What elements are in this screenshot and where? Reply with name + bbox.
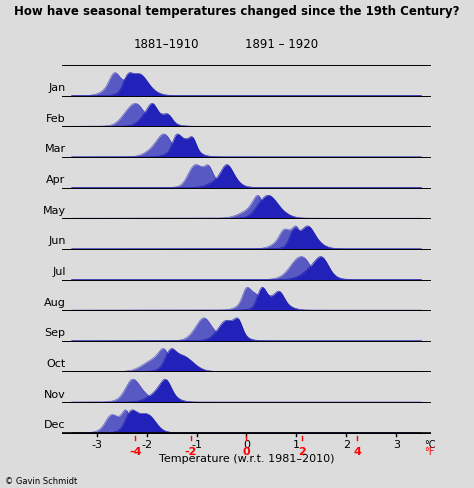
Text: Sep: Sep — [45, 328, 65, 338]
Text: Nov: Nov — [44, 390, 65, 400]
Text: Mar: Mar — [45, 144, 65, 155]
Text: Apr: Apr — [46, 175, 65, 185]
Text: 2: 2 — [298, 447, 306, 457]
Text: 2: 2 — [343, 440, 350, 449]
Text: 1: 1 — [293, 440, 300, 449]
Text: -3: -3 — [91, 440, 102, 449]
Text: 3: 3 — [393, 440, 400, 449]
Text: Oct: Oct — [46, 359, 65, 369]
Text: Jul: Jul — [52, 267, 65, 277]
Text: °C: °C — [424, 440, 435, 449]
Text: May: May — [43, 206, 65, 216]
Text: How have seasonal temperatures changed since the 19th Century?: How have seasonal temperatures changed s… — [14, 5, 460, 18]
Text: Dec: Dec — [44, 420, 65, 430]
Text: Temperature (w.r.t. 1981–2010): Temperature (w.r.t. 1981–2010) — [159, 454, 334, 464]
Text: -2: -2 — [141, 440, 152, 449]
Text: 1881–1910: 1881–1910 — [134, 38, 199, 51]
Text: Aug: Aug — [44, 298, 65, 308]
Text: -1: -1 — [191, 440, 202, 449]
Text: -4: -4 — [129, 447, 142, 457]
Text: 4: 4 — [354, 447, 362, 457]
Text: Feb: Feb — [46, 114, 65, 124]
Text: 1891 – 1920: 1891 – 1920 — [245, 38, 318, 51]
Text: -2: -2 — [185, 447, 197, 457]
Text: Jun: Jun — [48, 236, 65, 246]
Text: 0: 0 — [243, 440, 250, 449]
Text: °F: °F — [424, 447, 434, 457]
Text: © Gavin Schmidt: © Gavin Schmidt — [5, 477, 77, 486]
Text: Jan: Jan — [48, 83, 65, 93]
Text: 0: 0 — [243, 447, 250, 457]
